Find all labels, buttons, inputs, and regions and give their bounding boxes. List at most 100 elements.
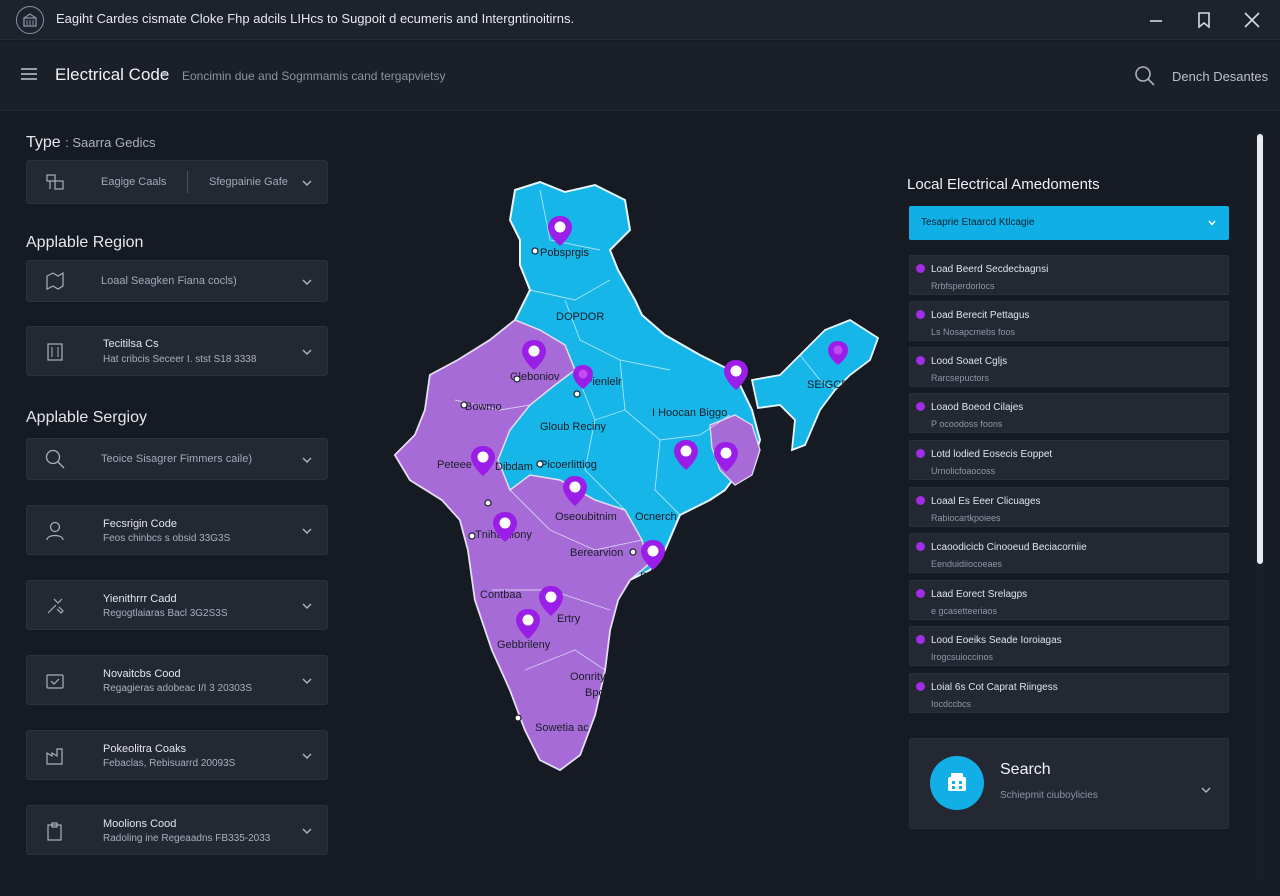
map-label: Dibdam xyxy=(495,461,533,473)
scrollbar[interactable] xyxy=(1254,132,1266,880)
map-label: Oonrity xyxy=(570,671,606,683)
amendment-sub: e gcasetteeriaos xyxy=(931,606,998,616)
scrollbar-thumb[interactable] xyxy=(1257,134,1263,564)
type-select[interactable]: Eagige Caals Sfegpainie Gafe xyxy=(26,160,328,204)
amendments-title: Local Electrical Amedoments xyxy=(907,176,1100,193)
search-card[interactable]: Search Schiepmit ciuboylicies xyxy=(909,738,1229,829)
category-select-value: Teoice Sisagrer Fimmers caile) xyxy=(101,453,252,465)
amendment-sub: Ls Nosapcmebs foos xyxy=(931,327,1016,337)
map-pin xyxy=(493,512,517,542)
map-label: Gebbrileny xyxy=(497,639,551,651)
amendment-item[interactable]: Lood Soaet Cgljs Rarcsepuctors xyxy=(909,347,1229,387)
bookmark-icon[interactable] xyxy=(1190,6,1218,34)
location-dots xyxy=(460,247,637,722)
code-card[interactable]: Yienithrrr Cadd Regogtlaiaras Bacl 3G2S3… xyxy=(26,580,328,630)
code-card[interactable]: Moolions Cood Radoling ine Regeaadns FB3… xyxy=(26,805,328,855)
chevron-down-icon xyxy=(302,603,312,610)
amendment-sub: P ocoodoss foons xyxy=(931,419,1003,429)
map-pin xyxy=(563,476,587,506)
minimize-icon[interactable] xyxy=(1142,6,1170,34)
pin-dot-icon xyxy=(916,496,925,505)
search-label[interactable]: Dench Desantes xyxy=(1172,69,1269,84)
code-card[interactable]: Pokeolitra Coaks Febaclas, Rebisuarrd 20… xyxy=(26,730,328,780)
search-building-icon xyxy=(930,756,984,810)
region-select-value: Loaal Seagken Fiana cocls) xyxy=(101,275,237,287)
chevron-down-icon xyxy=(302,528,312,535)
region-map[interactable]: Pobsprgis DOPDOR Gleboniov Pienlelr Bowm… xyxy=(380,170,900,790)
category-select[interactable]: Teoice Sisagrer Fimmers caile) xyxy=(26,438,328,480)
app-name[interactable]: Electrical Code xyxy=(55,65,170,84)
map-label: Pecenfo xyxy=(640,571,680,583)
map-label: I Hoocan Biggo xyxy=(652,407,727,419)
map-pin xyxy=(641,540,665,570)
code-title: Fecsrigin Code xyxy=(103,518,177,530)
amendment-item[interactable]: Laad Eorect Srelagps e gcasetteeriaos xyxy=(909,580,1229,620)
chevron-down-icon[interactable]: ▾ xyxy=(162,69,168,80)
amendment-title: Lotd lodied Eosecis Eoppet xyxy=(931,449,1053,460)
amendment-item[interactable]: Lood Eoeiks Seade Ioroiagas Irogcsuioccin… xyxy=(909,626,1229,666)
map-label: Sowetia ac xyxy=(535,722,589,734)
map-labels: Pobsprgis DOPDOR Gleboniov Pienlelr Bowm… xyxy=(437,247,849,734)
amendments-filter-select[interactable]: Tesaprie Etaarcd Ktlcagie xyxy=(909,206,1229,240)
amendment-item[interactable]: Loaod Boeod Cilajes P ocoodoss foons xyxy=(909,393,1229,433)
tools-icon xyxy=(43,594,67,618)
hamburger-menu-icon[interactable] xyxy=(20,66,42,86)
code-title: Moolions Cood xyxy=(103,818,177,830)
code-sub: Radoling ine Regeaadns FB335-2033 xyxy=(103,833,271,844)
amendment-item[interactable]: Lotd lodied Eosecis Eoppet Urnolicfoaocos… xyxy=(909,440,1229,480)
window-title: Eagiht Cardes cismate Cloke Fhp adcils L… xyxy=(56,11,575,26)
amendment-title: Load Berecit Pettagus xyxy=(931,310,1030,321)
map-pin xyxy=(522,340,546,370)
pin-dot-icon xyxy=(916,589,925,598)
amendment-item[interactable]: Load Beerd Secdecbagnsi Rrbfsperdorlocs xyxy=(909,255,1229,295)
region-code-card[interactable]: Tecitilsa Cs Hat cribcis Seceer I. stst … xyxy=(26,326,328,376)
filter-panel: Type : Saarra Gedics Eagige Caals Sfegpa… xyxy=(0,112,350,896)
region-code-sub: Hat cribcis Seceer I. stst S18 3338 xyxy=(103,354,257,365)
chevron-down-icon xyxy=(302,457,312,464)
amendment-item[interactable]: Lcaoodicicb Cinooeud Beciacorniie Eenduid… xyxy=(909,533,1229,573)
amendment-title: Loial 6s Cot Caprat Riingess xyxy=(931,682,1058,693)
type-right-option[interactable]: Sfegpainie Gafe xyxy=(209,176,288,188)
close-icon[interactable] xyxy=(1238,6,1266,34)
pin-dot-icon xyxy=(916,402,925,411)
amendment-item[interactable]: Load Berecit Pettagus Ls Nosapcmebs foos xyxy=(909,301,1229,341)
code-title: Novaitcbs Cood xyxy=(103,668,181,680)
filter-value: Tesaprie Etaarcd Ktlcagie xyxy=(921,217,1035,228)
chevron-down-icon xyxy=(302,753,312,760)
map-label: DOPDOR xyxy=(556,311,604,323)
map-label: Ocnerch xyxy=(635,511,677,523)
map-label: Pobsprgis xyxy=(540,247,589,259)
map-label: Picoerlittiog xyxy=(540,459,597,471)
map-label: Bowmo xyxy=(465,401,502,413)
search-card-title: Search xyxy=(1000,761,1051,778)
code-card[interactable]: Fecsrigin Code Feos chinbcs s obsid 33G3… xyxy=(26,505,328,555)
type-left-option[interactable]: Eagige Caals xyxy=(101,176,167,188)
map-pin xyxy=(714,442,738,472)
map-pins[interactable] xyxy=(471,216,848,639)
code-sub: Feos chinbcs s obsid 33G3S xyxy=(103,533,231,544)
search-icon xyxy=(43,447,67,471)
pin-dot-icon xyxy=(916,635,925,644)
code-card[interactable]: Novaitcbs Cood Regagieras adobeac I/I 3 … xyxy=(26,655,328,705)
amendment-item[interactable]: Loial 6s Cot Caprat Riingess Iocdccbcs xyxy=(909,673,1229,713)
chevron-down-icon xyxy=(302,180,312,187)
map-pin xyxy=(674,440,698,470)
map-region-icon xyxy=(43,269,67,293)
map-label: Peteee xyxy=(437,459,472,471)
factory-icon xyxy=(43,744,67,768)
app-header: Electrical Code ▾ Eoncimin due and Sogmm… xyxy=(0,41,1280,111)
map-label: Bpo xyxy=(585,687,605,699)
region-select[interactable]: Loaal Seagken Fiana cocls) xyxy=(26,260,328,302)
map-pin xyxy=(724,360,748,390)
map-pin xyxy=(548,216,572,246)
document-check-icon xyxy=(43,669,67,693)
map-region-west xyxy=(394,319,649,771)
amendment-item[interactable]: Loaal Es Eeer Clicuages Rabiocartkpoiees xyxy=(909,487,1229,527)
search-icon[interactable] xyxy=(1134,65,1156,87)
code-title: Yienithrrr Cadd xyxy=(103,593,177,605)
map-label: Berearvion xyxy=(570,547,623,559)
map-pin xyxy=(539,586,563,616)
pin-dot-icon xyxy=(916,682,925,691)
pin-dot-icon xyxy=(916,356,925,365)
map-pin xyxy=(573,365,593,389)
